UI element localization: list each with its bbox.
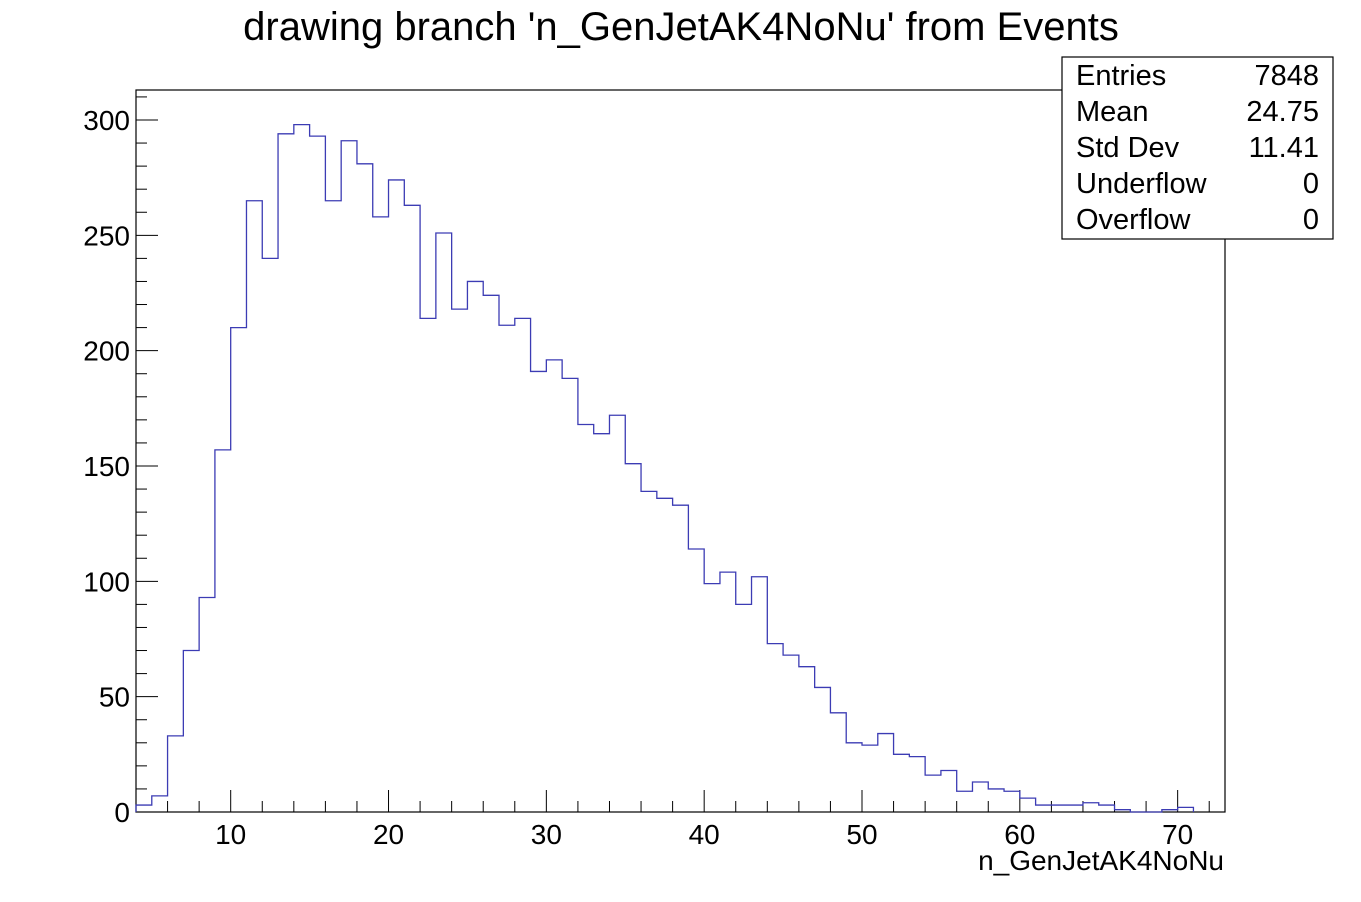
x-axis: 10 20 30 40 50 60 70 [135, 790, 1210, 850]
stats-label: Overflow [1076, 204, 1191, 236]
x-tick-label: 30 [531, 819, 562, 850]
chart-title: drawing branch 'n_GenJetAK4NoNu' from Ev… [243, 5, 1119, 49]
stats-box-frame [1061, 56, 1334, 240]
stats-value: 0 [1303, 168, 1319, 200]
y-tick-label: 50 [99, 682, 130, 713]
x-tick-label: 10 [215, 819, 246, 850]
y-tick-label: 300 [83, 105, 130, 136]
x-tick-label: 60 [1004, 819, 1035, 850]
stats-label: Std Dev [1076, 132, 1180, 164]
stats-label: Mean [1076, 96, 1149, 128]
y-tick-label: 150 [83, 451, 130, 482]
y-tick-label: 0 [114, 797, 130, 828]
plot-frame [135, 89, 1226, 813]
x-tick-label: 20 [373, 819, 404, 850]
stats-label: Entries [1076, 60, 1166, 92]
stats-label: Underflow [1076, 168, 1208, 200]
x-tick-label: 40 [689, 819, 720, 850]
stats-value: 0 [1303, 204, 1319, 236]
y-tick-label: 250 [83, 220, 130, 251]
stats-box: Entries 7848 Mean 24.75 Std Dev 11.41 Underflo… [1061, 56, 1334, 240]
stats-value: 11.41 [1249, 132, 1319, 164]
y-tick-label: 200 [83, 336, 130, 367]
stats-value: 24.75 [1246, 96, 1319, 128]
x-tick-label: 50 [846, 819, 877, 850]
y-axis: 0 50 100 150 200 250 300 [83, 96, 158, 828]
stats-value: 7848 [1254, 60, 1319, 92]
stats-rows: Entries 7848 Mean 24.75 Std Dev 11.41 Underflo… [1076, 60, 1319, 236]
x-axis-label: n_GenJetAK4NoNu [978, 845, 1224, 876]
y-tick-label: 100 [83, 566, 130, 597]
x-tick-label: 70 [1162, 819, 1193, 850]
histogram-line [135, 123, 1195, 813]
